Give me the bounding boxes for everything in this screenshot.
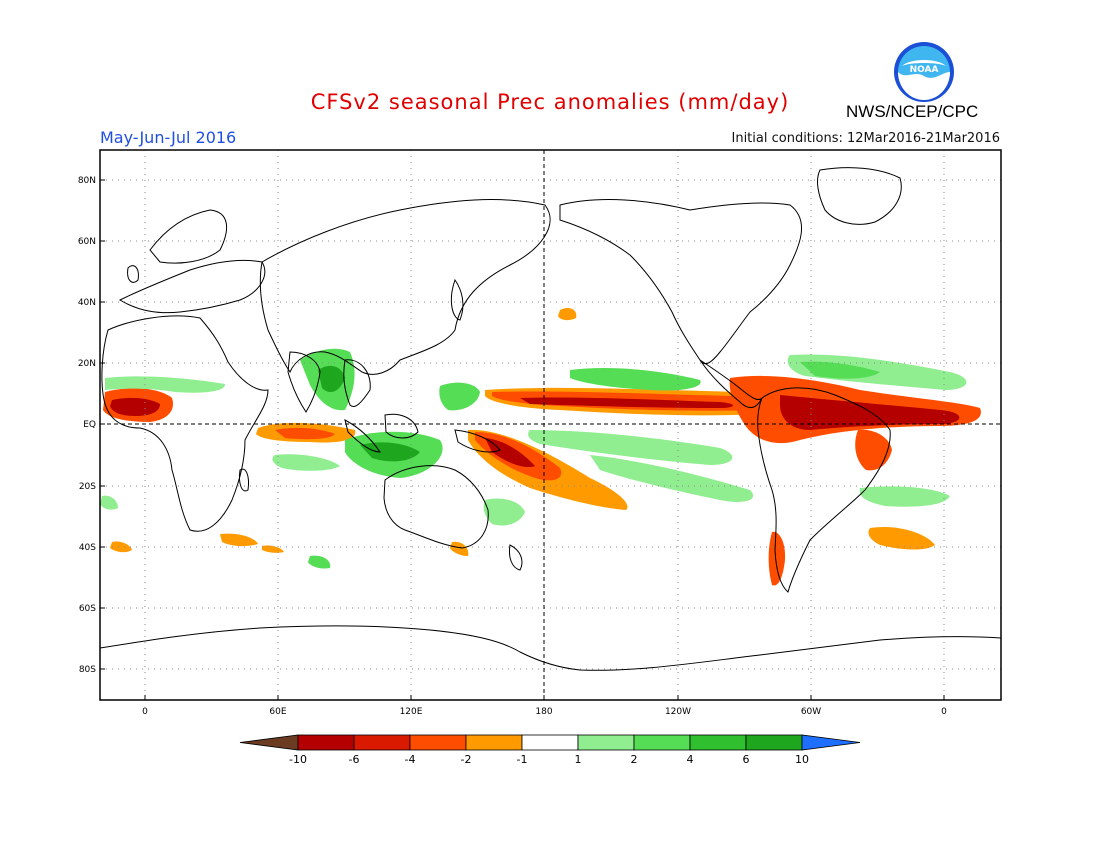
coast-japan: [450, 278, 464, 321]
colorbar-arrow-right: [801, 734, 861, 751]
coast-indochina: [343, 359, 371, 407]
dry-core-west-africa: [110, 397, 160, 416]
lon-tick-label: 120W: [665, 707, 691, 717]
initial-conditions-label: Initial conditions: 12Mar2016-21Mar2016: [731, 131, 1001, 146]
season-label: May-Jun-Jul 2016: [100, 128, 237, 147]
wet-patch-west-africa: [105, 376, 226, 393]
wet-patch-s-pacific-2: [590, 455, 754, 502]
coast-new-guinea: [454, 429, 501, 453]
colorbar-label: 2: [631, 753, 638, 766]
wet-patch-s-atlantic: [859, 486, 950, 507]
lat-tick-label: 40N: [78, 298, 96, 308]
colorbar-cell: [465, 734, 523, 751]
coast-antarctica: [100, 625, 1001, 671]
dry-patch-s-atlantic: [868, 526, 935, 550]
colorbar-cell: [353, 734, 411, 751]
colorbar-label: -10: [289, 753, 307, 766]
colorbar-cell: [633, 734, 691, 751]
coast-south-america: [757, 387, 891, 593]
colorbar-cell: [409, 734, 467, 751]
lat-tick-label: 40S: [79, 543, 96, 553]
wet-patch-s-pacific: [528, 430, 733, 465]
map-border: [99, 149, 1002, 701]
colorbar-cell: [297, 734, 355, 751]
wet-patch-s-indian-4: [308, 555, 331, 569]
wet-core-india: [318, 365, 345, 393]
colorbar-label: -4: [405, 753, 416, 766]
dry-patch-s-indian-3: [262, 545, 284, 553]
colorbar-cell: [577, 734, 635, 751]
longitude-axis: 0 60E 120E 180 120W 60W 0: [142, 695, 947, 717]
lat-tick-label: 80N: [78, 176, 96, 186]
lon-tick-label: 120E: [400, 707, 423, 717]
wet-patch-n-pacific: [570, 368, 701, 391]
dry-core-indian-ocean: [275, 427, 335, 440]
coast-scandinavia: [149, 209, 228, 264]
lat-tick-label: 20N: [78, 359, 96, 369]
colorbar-label: -2: [461, 753, 472, 766]
colorbar-arrow-left: [239, 734, 299, 751]
dry-patch-s-indian: [110, 541, 132, 553]
wet-core-maritime: [360, 442, 420, 462]
dry-patch-s-indian-2: [220, 533, 258, 547]
colorbar-label: 4: [687, 753, 694, 766]
coast-north-america: [559, 199, 803, 365]
noaa-logo-text: NOAA: [910, 65, 939, 75]
colorbar-cell: [689, 734, 747, 751]
noaa-logo: NOAA: [894, 42, 954, 102]
coast-greenland: [817, 167, 902, 225]
latitude-axis: 80N 60N 40N 20N EQ 20S 40S 60S 80S: [78, 176, 105, 675]
colorbar-label: -1: [517, 753, 528, 766]
lat-tick-label: 60N: [78, 237, 96, 247]
anomaly-patches: [100, 307, 981, 586]
dry-core-eq-pacific: [520, 397, 734, 408]
coast-borneo: [384, 413, 419, 439]
colorbar-cell: [521, 734, 579, 751]
coast-madagascar: [239, 468, 249, 492]
dry-patch-brazil: [855, 429, 892, 471]
coast-europe: [118, 259, 266, 314]
colorbar-cell: [745, 734, 803, 751]
coast-india: [287, 351, 321, 413]
wet-patch-australia: [483, 498, 525, 526]
wet-core-caribbean: [800, 361, 880, 379]
graticule: [100, 150, 1001, 700]
map-title: CFSv2 seasonal Prec anomalies (mm/day): [310, 90, 790, 114]
colorbar: -10 -6 -4 -2 -1 1 2 4 6 10: [239, 734, 861, 766]
dry-core-spcz: [485, 438, 535, 468]
lon-tick-label: 60E: [269, 707, 286, 717]
lon-tick-label: 0: [941, 707, 947, 717]
coast-uk: [127, 265, 139, 283]
wet-patch-indian-s: [272, 454, 340, 471]
coast-australia: [383, 465, 489, 549]
colorbar-label: 1: [575, 753, 582, 766]
colorbar-label: 10: [795, 753, 809, 766]
coast-new-zealand: [509, 544, 523, 571]
coast-sumatra: [344, 419, 381, 453]
agency-label: NWS/NCEP/CPC: [846, 102, 979, 121]
dry-core-atlantic: [780, 395, 960, 430]
lat-tick-label: 80S: [79, 665, 96, 675]
wet-patch-africa-sw: [100, 495, 118, 510]
dry-patch-nz: [450, 541, 469, 556]
dry-patch-chile: [768, 531, 786, 586]
lat-tick-label: EQ: [83, 420, 96, 430]
lon-tick-label: 0: [142, 707, 148, 717]
dry-patch-n-pacific: [558, 307, 577, 321]
colorbar-label: -6: [349, 753, 360, 766]
lon-tick-label: 180: [535, 707, 552, 717]
colorbar-label: 6: [743, 753, 750, 766]
lat-tick-label: 60S: [79, 604, 96, 614]
lat-tick-label: 20S: [79, 482, 96, 492]
lon-tick-label: 60W: [801, 707, 821, 717]
wet-patch-philippines: [439, 382, 480, 411]
